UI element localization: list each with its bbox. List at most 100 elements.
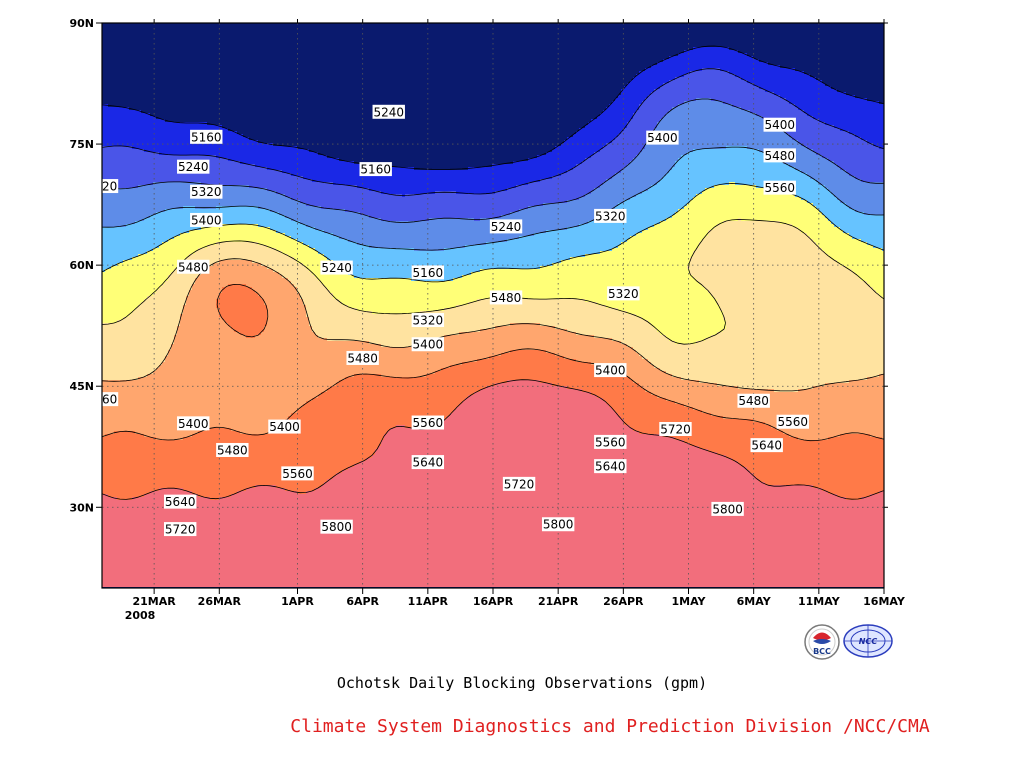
field-cell [198, 275, 283, 279]
field-cell [594, 152, 640, 156]
field-cell [207, 428, 232, 432]
field-cell [114, 431, 136, 435]
contour-label-text: 5320 [191, 185, 222, 199]
y-tick-label: 45N [69, 380, 94, 393]
field-cell [219, 296, 262, 300]
field-cell [612, 248, 697, 252]
field-cell [819, 182, 884, 186]
field-cell [102, 212, 157, 216]
contour-label: 5320 [190, 184, 223, 199]
field-cell [444, 248, 613, 252]
field-cell [180, 323, 229, 327]
field-cell [102, 260, 124, 264]
field-cell [684, 206, 817, 210]
field-cell [777, 428, 884, 432]
field-cell [816, 77, 884, 81]
field-cell [600, 215, 673, 219]
field-cell [837, 89, 884, 93]
field-cell [633, 116, 664, 120]
field-cell [669, 338, 706, 342]
field-cell [219, 497, 847, 501]
field-cell [102, 140, 259, 144]
field-cell [102, 251, 148, 255]
field-cell [315, 227, 568, 231]
contour-label-text: 5400 [413, 338, 444, 352]
field-cell [381, 440, 685, 444]
field-cell [108, 104, 610, 108]
field-cell [201, 272, 280, 276]
field-cell [207, 266, 268, 270]
field-cell [480, 269, 691, 273]
field-cell [117, 497, 133, 501]
field-cell [303, 263, 337, 267]
field-cell [237, 131, 577, 135]
field-cell [270, 227, 316, 231]
field-cell [102, 146, 133, 150]
field-cell [789, 434, 841, 438]
field-cell [201, 182, 334, 186]
field-cell [657, 122, 775, 126]
field-cell [168, 275, 199, 279]
field-cell [813, 116, 884, 120]
field-cell [510, 323, 541, 327]
field-cell [651, 323, 727, 327]
field-cell [795, 167, 841, 171]
field-cell [360, 212, 511, 216]
field-cell [636, 110, 670, 114]
field-cell [267, 311, 307, 315]
field-cell [102, 530, 884, 534]
field-cell [780, 65, 884, 69]
field-cell [102, 206, 184, 210]
contour-line-5720 [102, 284, 884, 442]
field-cell [585, 158, 634, 162]
field-cell [573, 134, 619, 138]
field-cell [150, 491, 193, 495]
field-cell [807, 233, 850, 237]
field-cell [240, 161, 355, 165]
field-cell [639, 71, 691, 75]
field-cell [294, 257, 328, 261]
field-cell [675, 164, 790, 168]
contour-label-text: 5560 [413, 416, 444, 430]
field-cell [660, 119, 769, 123]
field-cell [102, 308, 136, 312]
x-tick-label: 1MAY [671, 595, 706, 608]
field-cell [723, 221, 781, 225]
field-cell [492, 164, 577, 168]
field-cell [195, 251, 283, 255]
field-cell [102, 404, 304, 408]
field-cell [357, 308, 445, 312]
contour-label-bg [594, 434, 627, 449]
field-cell [576, 332, 661, 336]
field-cell [639, 152, 688, 156]
contour-label-text: 5160 [413, 266, 444, 280]
field-cell [555, 146, 604, 150]
contour-label: 5320 [607, 286, 640, 301]
field-cell [276, 248, 316, 252]
field-cell [579, 128, 625, 132]
field-cell [183, 206, 196, 210]
field-cell [102, 158, 229, 162]
field-cell [102, 548, 884, 552]
contour-label: 5400 [646, 130, 679, 145]
bcc-logo-text: BCC [813, 647, 831, 656]
contour-label-text: 5560 [595, 435, 626, 449]
contour-label: 5560 [763, 180, 796, 195]
contour-label-text: 5320 [413, 314, 444, 328]
field-cell [675, 437, 799, 441]
field-cell [102, 476, 334, 480]
field-cell [555, 353, 640, 357]
field-cell [246, 284, 295, 288]
field-cell [702, 239, 814, 243]
field-cell [585, 125, 628, 129]
field-cell [873, 287, 884, 291]
field-cell [750, 470, 884, 474]
field-cell [324, 482, 766, 486]
field-cell [198, 431, 241, 435]
field-cell [654, 224, 718, 228]
contour-label-bg [594, 363, 627, 378]
field-cell [321, 485, 814, 489]
field-cell [162, 362, 463, 366]
field-cell [714, 296, 883, 300]
field-cell [696, 98, 712, 102]
